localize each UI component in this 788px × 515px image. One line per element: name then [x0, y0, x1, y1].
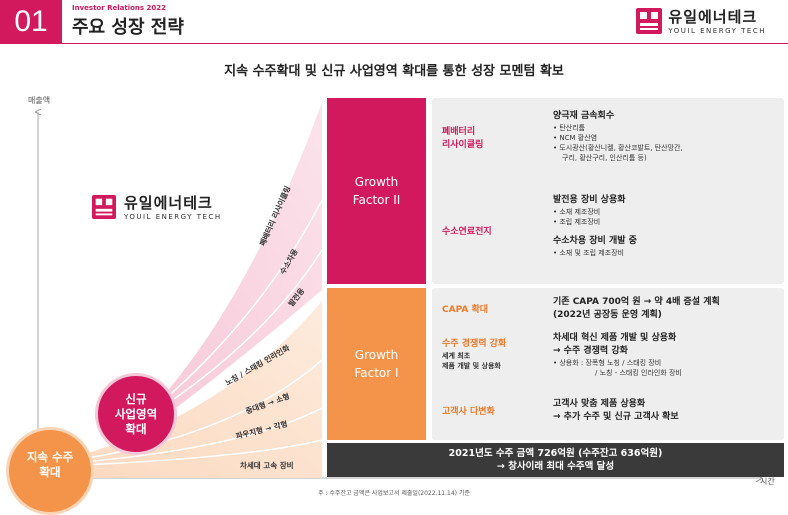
- growth-factor-1-box: Growth Factor I: [327, 288, 426, 440]
- clients-details: 고객사 맞춤 제품 상용화 → 추가 수주 및 신규 고객사 확보: [553, 398, 781, 424]
- competitiveness-details: 차세대 혁신 제품 개발 및 상용화 → 수주 경쟁력 강화 • 상용화 : 장…: [553, 332, 781, 378]
- highlight-line2: → 창사이래 최대 수주액 달성: [496, 461, 615, 472]
- battery-cat-line2: 리사이클링: [442, 140, 484, 150]
- comp-sub2: 제품 개발 및 상용화: [442, 362, 501, 370]
- hydrogen-heading2: 수소차용 장비 개발 중: [553, 236, 637, 246]
- battery-heading: 양극재 금속회수: [553, 111, 615, 121]
- wedge-label-next-gen: 차세대 고속 장비: [240, 461, 294, 470]
- diagram-logo: 유일에너테크 YOUIL ENERGY TECH: [92, 192, 222, 221]
- hydrogen-bullet: • 소재 및 조립 제조장비: [553, 249, 624, 257]
- orange-line-3: [59, 407, 323, 465]
- capa-details: 기존 CAPA 700억 원 → 약 4배 증설 계획 (2022년 공장동 운…: [553, 296, 781, 322]
- gf2-line1: Growth: [354, 175, 399, 189]
- growth-factor-1-panel: [432, 288, 784, 440]
- battery-cat-line1: 폐배터리: [442, 127, 476, 137]
- capa-line1: 기존 CAPA 700억 원 → 약 4배 증설 계획: [553, 297, 720, 307]
- growth-diagram: [0, 99, 763, 483]
- logo-mark-icon: [92, 194, 116, 219]
- growth-factor-2-panel: [432, 98, 784, 284]
- comp-bullet-cont: / 노칭 - 스태킹 인라인화 장비: [595, 369, 682, 377]
- order-highlight-bar: 2021년도 수주 금액 726억원 (수주잔고 636억원) → 창사이래 최…: [327, 443, 784, 477]
- comp-bullet: • 상용화 : 장폭형 노칭 / 스태킹 장비: [553, 359, 662, 367]
- comp-sub1: 세계 최초: [442, 352, 471, 360]
- clients-line2: → 추가 수주 및 신규 고객사 확보: [553, 412, 679, 422]
- ir-label: Investor Relations 2022: [72, 4, 166, 12]
- comp-line1: 차세대 혁신 제품 개발 및 상용화: [553, 333, 677, 343]
- clients-category: 고객사 다변화: [442, 407, 495, 417]
- x-axis-label: 시간: [760, 477, 775, 486]
- battery-category: 폐배터리 리사이클링: [442, 126, 483, 152]
- battery-bullet-cont: 구리, 황산구리, 인산리튬 등): [562, 154, 647, 162]
- comp-cat: 수주 경쟁력 강화: [442, 339, 507, 349]
- pink-line-3: [151, 249, 323, 415]
- orange-line-4: [59, 439, 323, 467]
- page-subtitle: 지속 수주확대 및 신규 사업영역 확대를 통한 성장 모멘텀 확보: [224, 64, 564, 79]
- capa-line2: (2022년 공장동 운영 계획): [553, 310, 662, 320]
- new-business-circle: 신규 사업영역 확대: [95, 373, 177, 455]
- footnote: 주 : 수주잔고 금액은 사업보고서 제출일(2022.11.14) 기준: [318, 490, 470, 497]
- hydrogen-category: 수소연료전지: [442, 227, 492, 237]
- gf2-line2: Factor II: [352, 193, 401, 207]
- battery-bullet: • 도시광산(황산니켈, 황산코발트, 탄산망간,: [553, 144, 683, 152]
- logo-text-main: 유일에너테크: [124, 194, 213, 212]
- orange-line-1: [59, 299, 323, 461]
- circle-new-line3: 확대: [125, 421, 147, 436]
- capa-category: CAPA 확대: [442, 305, 488, 315]
- hydrogen-bullet: • 소재 제조장비: [553, 208, 601, 216]
- gf1-line1: Growth: [354, 348, 399, 362]
- comp-line2: → 수주 경쟁력 강화: [553, 346, 628, 356]
- logo-mark-icon: [636, 7, 663, 34]
- orange-line-2: [59, 359, 323, 463]
- header-divider: [62, 43, 788, 44]
- section-number: 01: [0, 0, 62, 44]
- pink-line-1: [149, 99, 323, 411]
- battery-bullet: • 탄산리튬: [553, 124, 586, 132]
- logo-text-sub: YOUIL ENERGY TECH: [668, 27, 766, 35]
- hydrogen-bullet: • 조립 제조장비: [553, 218, 601, 226]
- logo-text-main: 유일에너테크: [668, 8, 758, 26]
- circle-new-line1: 신규: [125, 391, 147, 406]
- page-title: 주요 성장 전략: [72, 17, 184, 38]
- hydrogen-heading1: 발전용 장비 상용화: [553, 195, 626, 205]
- pink-line-2: [149, 199, 323, 413]
- logo-text-sub: YOUIL ENERGY TECH: [124, 213, 222, 221]
- sustained-orders-circle: 지속 수주 확대: [6, 427, 94, 515]
- battery-bullet: • NCM 황산염: [553, 134, 598, 142]
- battery-details: 양극재 금속회수 • 탄산리튬 • NCM 황산염 • 도시광산(황산니켈, 황…: [553, 110, 778, 163]
- circle-sus-line2: 확대: [39, 465, 61, 479]
- circle-sus-line1: 지속 수주: [26, 450, 74, 464]
- clients-line1: 고객사 맞춤 제품 상용화: [553, 399, 646, 409]
- highlight-line1: 2021년도 수주 금액 726억원 (수주잔고 636억원): [448, 448, 663, 459]
- competitiveness-category: 수주 경쟁력 강화 세계 최초 제품 개발 및 상용화: [442, 338, 506, 371]
- hydrogen-details: 발전용 장비 상용화 • 소재 제조장비 • 조립 제조장비 수소차용 장비 개…: [553, 194, 778, 258]
- gf1-line2: Factor I: [354, 366, 399, 380]
- company-logo: 유일에너테크 YOUIL ENERGY TECH: [636, 6, 766, 35]
- y-axis-label: 매출액: [28, 96, 51, 105]
- circle-new-line2: 사업영역: [114, 406, 158, 421]
- growth-factor-2-box: Growth Factor II: [327, 98, 426, 284]
